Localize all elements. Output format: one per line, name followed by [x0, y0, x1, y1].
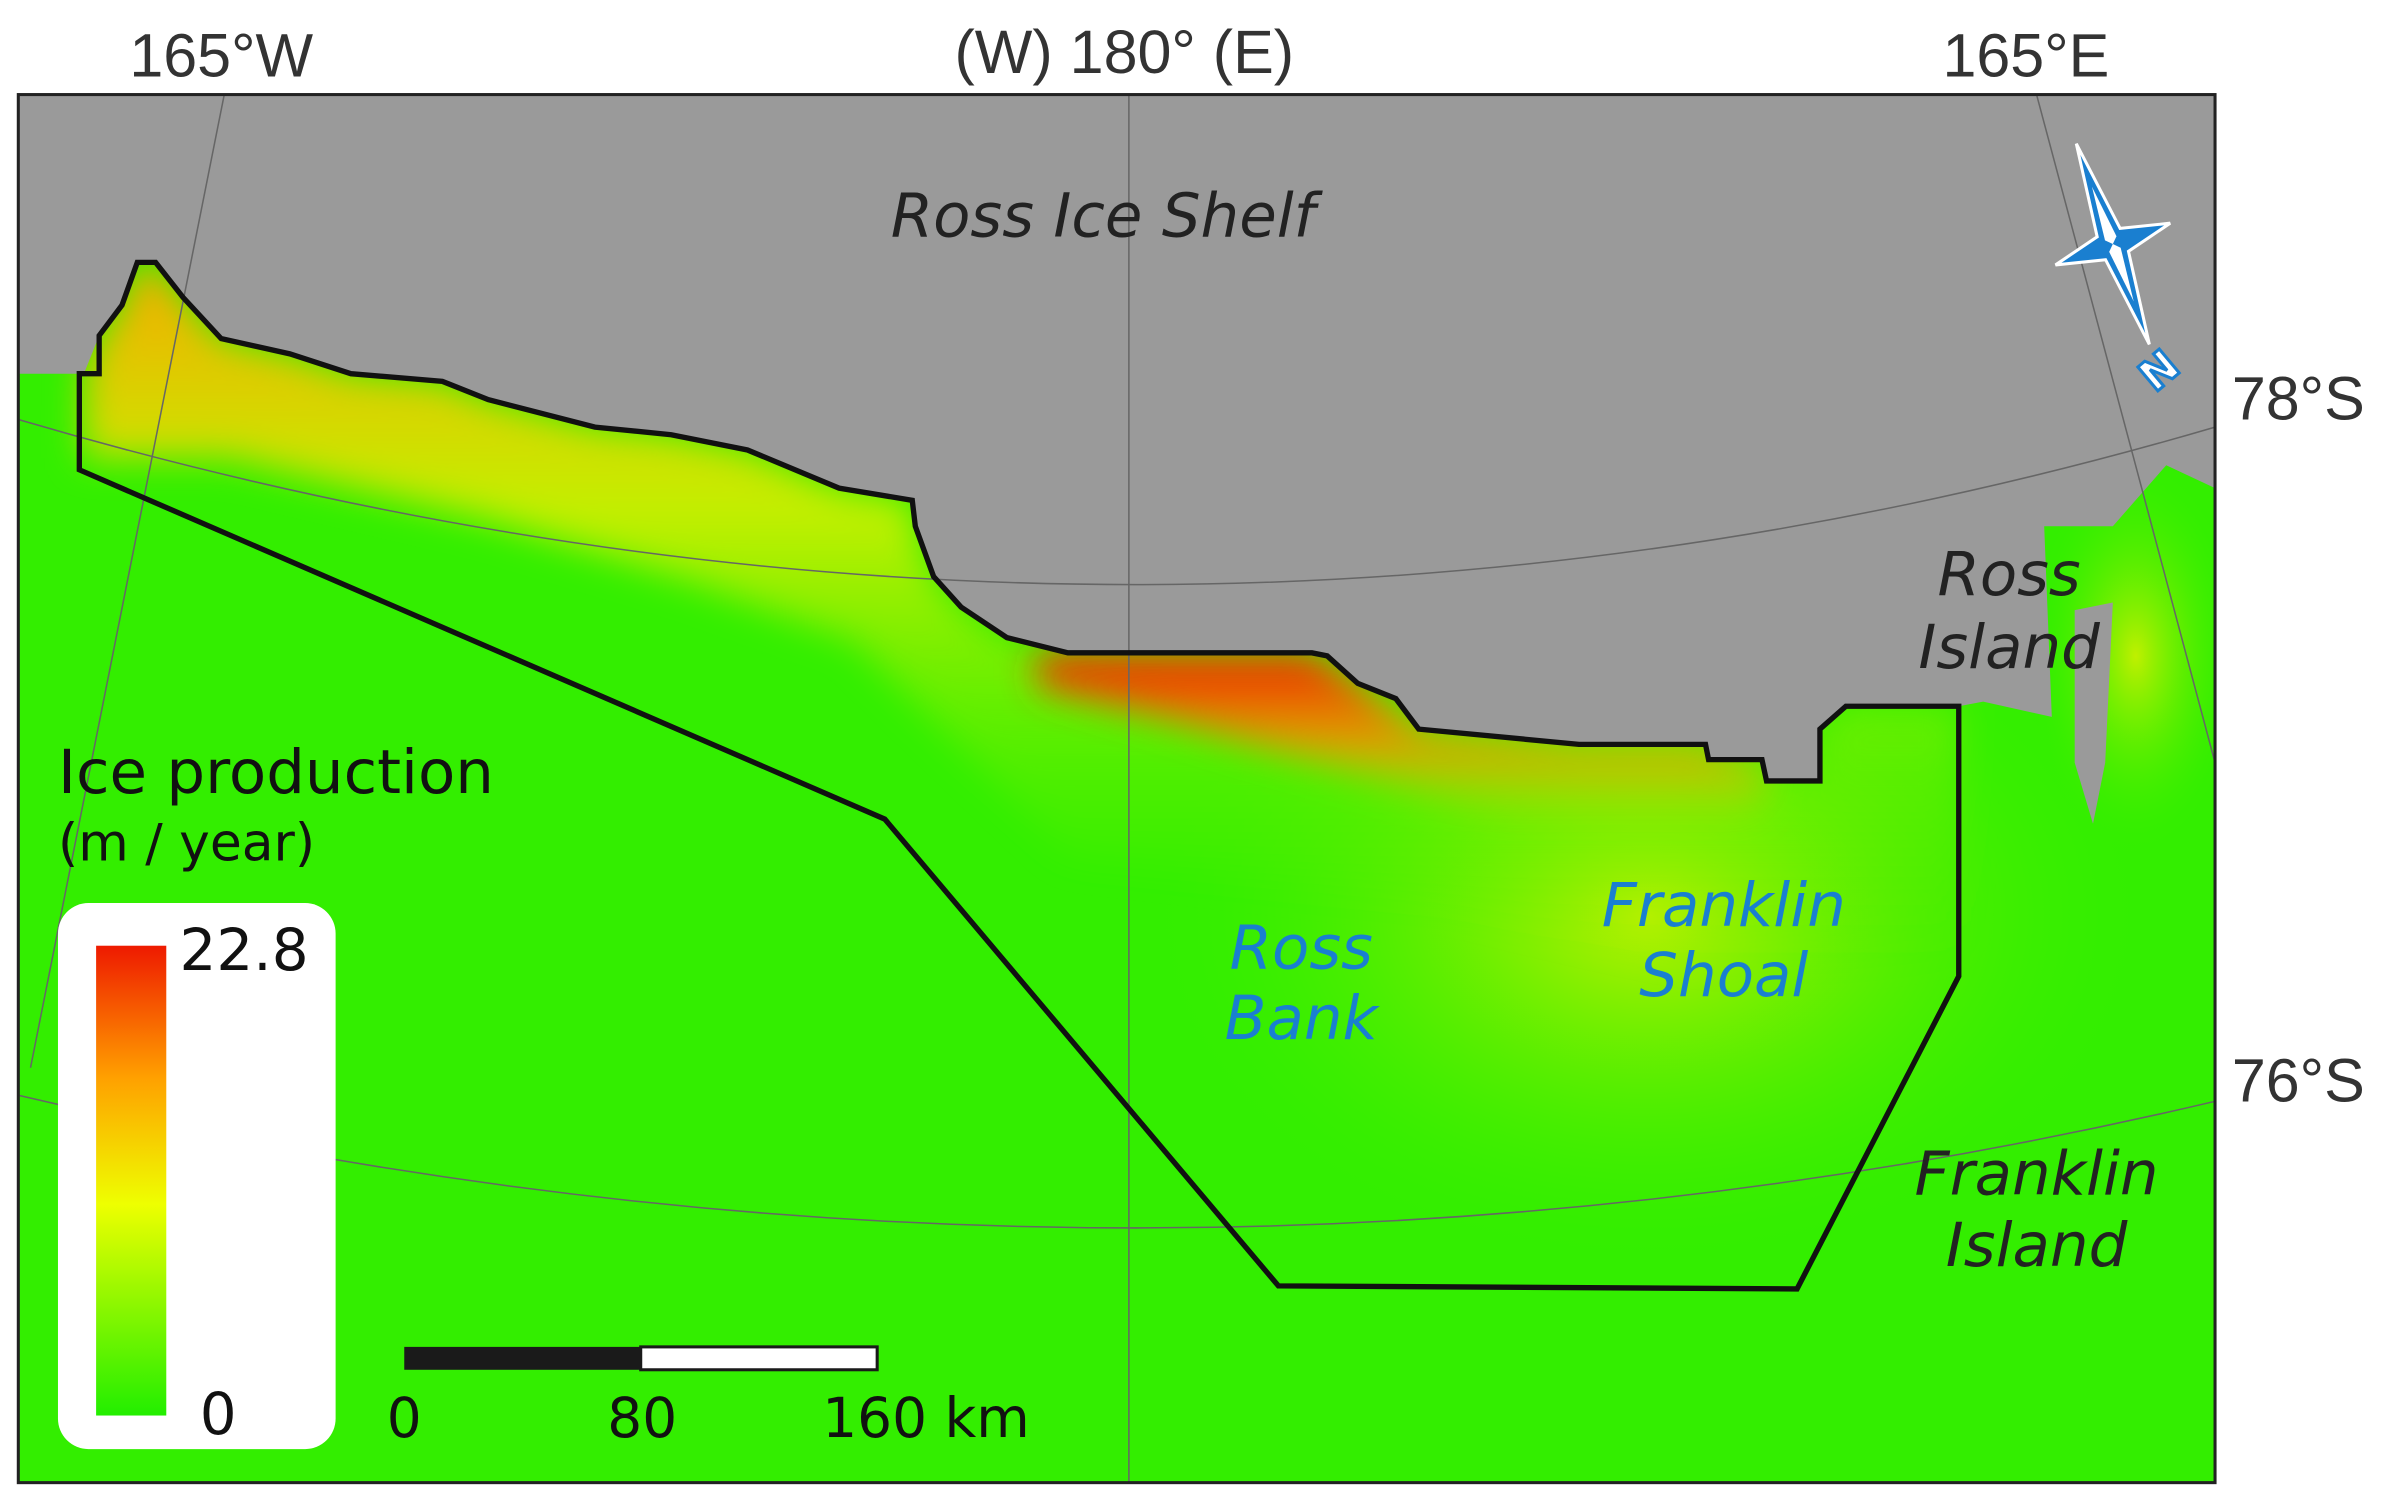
- scale-bar-segment: [404, 1346, 641, 1370]
- place-label: Island: [1946, 1210, 2128, 1281]
- longitude-label: 165°E: [1942, 21, 2109, 89]
- place-label: Franklin: [1915, 1138, 2159, 1209]
- place-label: Shoal: [1639, 940, 1808, 1011]
- ice-shelf: [18, 94, 2216, 781]
- longitude-label: (W) 180° (E): [954, 18, 1294, 86]
- scale-label: 80: [607, 1386, 677, 1450]
- place-label: Ross: [1937, 539, 2080, 610]
- map-body: [18, 94, 2216, 1483]
- study-area-boundary: [76, 259, 1962, 1292]
- graticule: [18, 94, 2216, 1483]
- legend-min: 0: [200, 1380, 237, 1448]
- meridian: [2035, 94, 2216, 763]
- scale-label: 0: [387, 1386, 422, 1450]
- place-label: Bank: [1225, 983, 1381, 1054]
- scale-label: 160 km: [822, 1386, 1030, 1450]
- legend-unit: (m / year): [58, 813, 315, 873]
- legend-color-bar: [96, 945, 167, 1416]
- scale-bar-segment: [639, 1345, 879, 1372]
- polynya-max: [1037, 652, 1770, 824]
- latitude-label: 76°S: [2232, 1046, 2365, 1114]
- latitude-label: 78°S: [2232, 364, 2365, 432]
- map-frame: [16, 93, 2217, 1485]
- place-label: Ross: [1230, 913, 1373, 984]
- place-label: Franklin: [1602, 870, 1846, 941]
- legend-max: 22.8: [180, 916, 309, 984]
- parallel: [18, 1094, 2216, 1229]
- parallel: [18, 418, 2216, 586]
- meridian: [29, 94, 225, 1068]
- place-label: Island: [1918, 612, 2100, 683]
- longitude-label: 165°W: [129, 21, 313, 89]
- ross-island: [2074, 602, 2113, 824]
- place-label: Ross Ice Shelf: [891, 180, 1324, 251]
- legend-title: Ice production: [58, 737, 494, 808]
